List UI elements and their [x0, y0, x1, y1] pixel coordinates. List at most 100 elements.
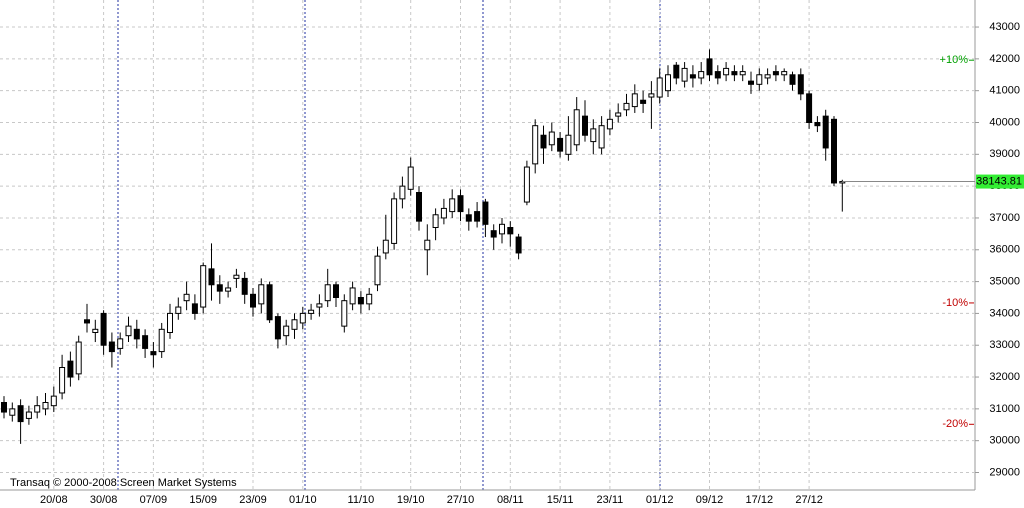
y-tick-label: 34000: [989, 307, 1020, 319]
x-tick-label: 15/09: [189, 494, 217, 506]
candle-body: [100, 312, 107, 346]
candle-body: [573, 109, 580, 146]
candle-body: [507, 227, 514, 235]
y-tick-label: 29000: [989, 466, 1020, 478]
candle-body: [656, 77, 663, 98]
candle-body: [241, 277, 248, 295]
candle-body: [75, 341, 82, 375]
level-label: -20%: [942, 418, 968, 430]
candle-body: [216, 284, 223, 292]
candle-body: [1, 402, 7, 413]
candle-body: [706, 58, 713, 76]
x-tick-label: 15/11: [547, 494, 574, 506]
candle-body: [440, 207, 447, 219]
candle-body: [308, 309, 315, 314]
candle-body: [523, 166, 530, 203]
candle-body: [133, 328, 140, 340]
candle-body: [283, 325, 290, 337]
x-tick-label: 01/10: [289, 494, 317, 506]
candle-body: [59, 367, 66, 394]
candle-body: [291, 319, 298, 330]
candle-body: [382, 239, 389, 254]
candle-body: [565, 134, 572, 155]
footer: Transaq © 2000-2008 Screen Market System…: [10, 477, 237, 489]
candle-body: [200, 265, 207, 308]
x-tick-label: 01/12: [646, 494, 674, 506]
candle-body: [50, 395, 57, 407]
candle-body: [640, 99, 647, 104]
candle-body: [424, 239, 431, 251]
candle-body: [698, 71, 705, 79]
x-tick-label: 17/12: [746, 494, 774, 506]
candle-body: [399, 185, 406, 200]
candle-body: [449, 198, 456, 213]
candle-body: [366, 293, 373, 305]
y-tick-label: 36000: [989, 244, 1020, 256]
candle-body: [233, 274, 240, 279]
x-tick-label: 09/12: [696, 494, 724, 506]
candle-body: [631, 93, 638, 108]
candle-body: [540, 134, 547, 149]
candle-body: [831, 118, 837, 184]
candle-body: [772, 71, 779, 76]
candle-body: [92, 328, 99, 333]
y-tick-label: 39000: [989, 148, 1020, 160]
candle-body: [714, 71, 721, 79]
candle-body: [225, 287, 232, 292]
candle-body: [84, 319, 90, 324]
candle-body: [723, 67, 730, 76]
x-tick-label: 30/08: [90, 494, 118, 506]
y-tick-label: 42000: [989, 53, 1020, 65]
candle-body: [341, 300, 348, 327]
candle-body: [25, 411, 32, 419]
x-tick-label: 07/09: [140, 494, 168, 506]
candle-body: [515, 236, 522, 254]
y-tick-label: 37000: [989, 212, 1020, 224]
candle-body: [789, 74, 796, 85]
candle-body: [258, 284, 265, 305]
candle-body: [125, 325, 132, 337]
candle-body: [34, 405, 41, 413]
candle-body: [474, 211, 481, 222]
candle-body: [748, 80, 754, 85]
x-tick-label: 20/08: [40, 494, 68, 506]
candle-body: [532, 125, 539, 165]
last-price-label: 38143.81: [976, 175, 1022, 187]
candle-body: [731, 71, 738, 76]
candle-body: [167, 312, 173, 333]
candle-body: [142, 335, 149, 349]
candle-body: [274, 316, 281, 340]
candle-body: [349, 287, 356, 305]
candle-body: [822, 115, 829, 149]
candle-body: [557, 137, 564, 152]
y-tick-label: 40000: [989, 116, 1020, 128]
level-label: +10%: [940, 54, 969, 66]
last-price-box: [976, 174, 1024, 189]
candle-body: [158, 328, 165, 353]
level-label: -10%: [942, 297, 968, 309]
y-tick-label: 35000: [989, 275, 1020, 287]
candle-body: [183, 293, 190, 302]
candle-body: [416, 192, 422, 222]
x-tick-label: 23/11: [597, 494, 624, 506]
candle-body: [391, 198, 398, 244]
x-tick-label: 23/09: [239, 494, 267, 506]
candle-body: [299, 312, 306, 324]
candle-body: [465, 214, 472, 222]
x-tick-label: 11/10: [348, 494, 375, 506]
candle-body: [582, 115, 588, 136]
candle-body: [357, 297, 364, 305]
y-tick-label: 30000: [989, 435, 1020, 447]
candle-body: [598, 125, 605, 149]
candle-body: [548, 131, 555, 146]
candle-body: [681, 67, 688, 82]
candle-body: [407, 166, 414, 190]
candle-body: [374, 255, 381, 286]
candle-body: [266, 284, 273, 321]
candle-body: [814, 122, 821, 127]
candle-body: [208, 268, 215, 286]
candle-body: [457, 195, 464, 213]
